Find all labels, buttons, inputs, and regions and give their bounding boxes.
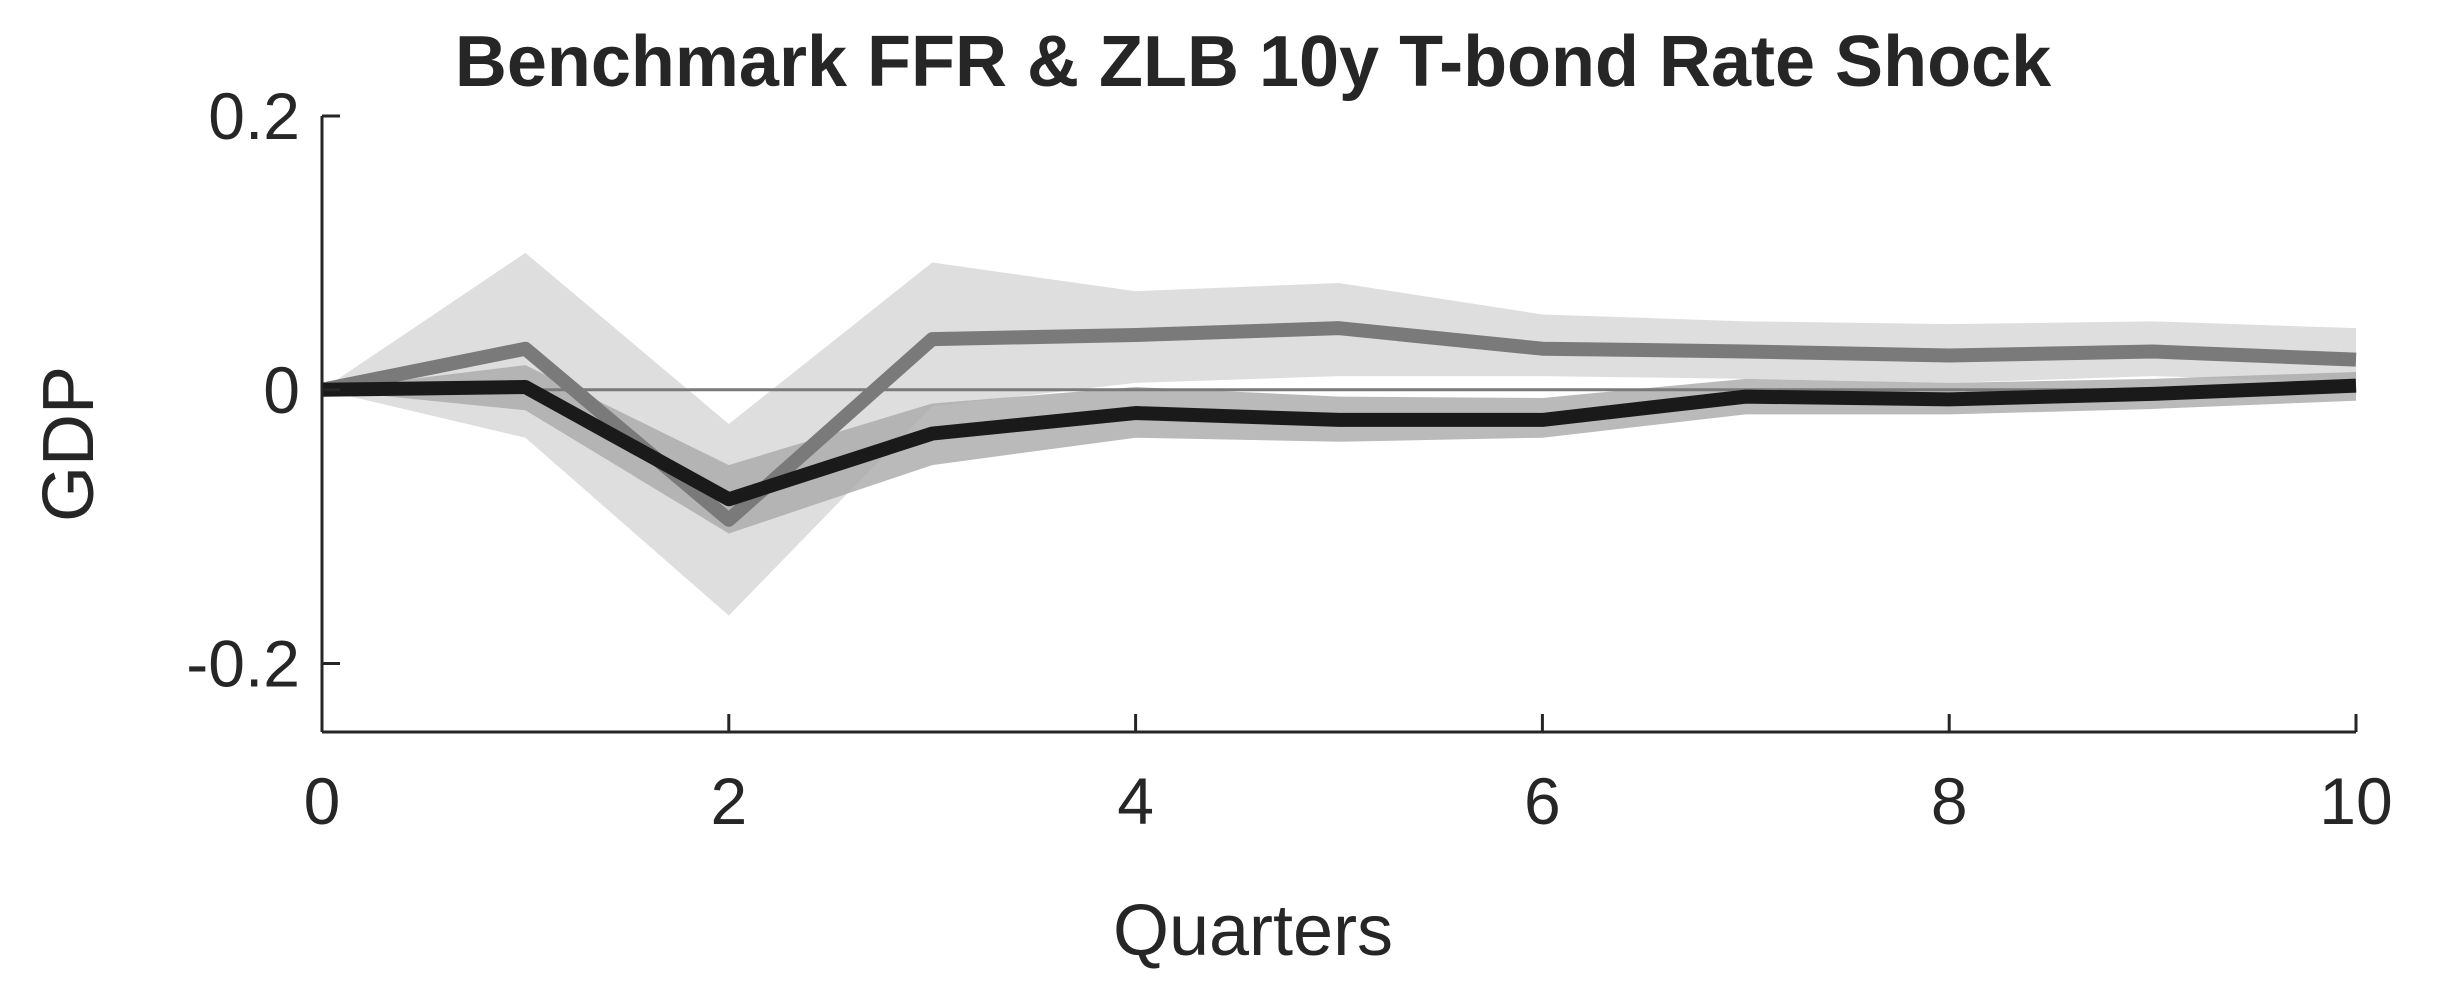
series-line-2	[321, 378, 2357, 507]
confidence-band-1	[322, 252, 2356, 616]
y-tick-label: 0.2	[208, 79, 300, 153]
plot-area: 0 2 4 6 8 10-0.200.2	[186, 79, 2392, 838]
x-tick-label: 6	[1524, 764, 1561, 838]
x-axis-label: Quarters	[1113, 891, 1393, 971]
y-tick-label: 0	[263, 353, 300, 427]
x-tick-label: 10	[2319, 764, 2392, 838]
y-axis-label: GDP	[29, 366, 109, 522]
x-tick-label: 4	[1117, 764, 1154, 838]
chart-title: Benchmark FFR & ZLB 10y T-bond Rate Shoc…	[455, 22, 2052, 102]
y-tick-label: -0.2	[186, 627, 300, 701]
x-tick-label: 8	[1931, 764, 1968, 838]
x-tick-label: 0	[304, 764, 341, 838]
x-tick-label: 2	[710, 764, 747, 838]
confidence-band-2	[322, 365, 2356, 534]
